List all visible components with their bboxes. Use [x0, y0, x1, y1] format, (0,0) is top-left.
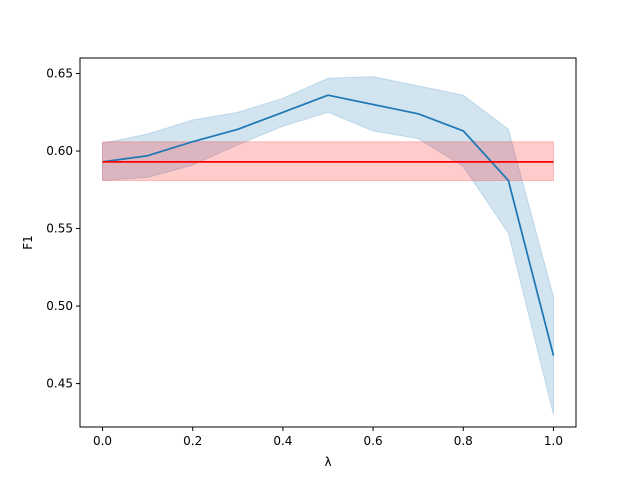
y-tick-label: 0.65 [46, 67, 73, 81]
x-axis-label: λ [324, 455, 331, 469]
y-tick-label: 0.60 [46, 144, 73, 158]
x-axis-ticks: 0.0 0.2 0.4 0.6 0.8 1.0 [93, 427, 563, 448]
x-tick-label: 0.6 [364, 434, 383, 448]
x-tick-label: 0.4 [273, 434, 292, 448]
series-lines [102, 94, 555, 356]
series-0-confidence-band [102, 76, 554, 415]
x-tick-label: 0.2 [183, 434, 202, 448]
y-axis-label: F1 [21, 235, 35, 250]
x-tick-label: 1.0 [544, 434, 563, 448]
y-tick-label: 0.55 [46, 222, 73, 236]
x-tick-label: 0.0 [93, 434, 112, 448]
y-tick-label: 0.50 [46, 299, 73, 313]
x-tick-label: 0.8 [454, 434, 473, 448]
y-tick-label: 0.45 [46, 377, 73, 391]
plot-area-frame [79, 57, 577, 428]
series-0-line [102, 94, 555, 356]
y-axis-ticks: 0.45 0.50 0.55 0.60 0.65 [46, 67, 80, 391]
